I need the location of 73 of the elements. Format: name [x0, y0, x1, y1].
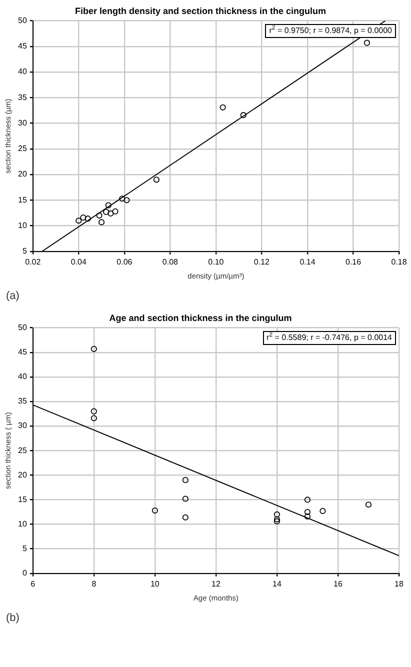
x-tick-label: 16: [334, 579, 343, 588]
y-tick-label: 45: [18, 42, 28, 51]
annotation: r$^{2}$ = 0.9750; r = 0.9874, p = 0.0000: [265, 24, 396, 38]
y-tick-label: 40: [18, 372, 28, 382]
x-tick-label: 0.04: [70, 257, 87, 266]
point: [320, 508, 326, 514]
point: [105, 202, 112, 208]
y-tick-label: 5: [22, 544, 28, 554]
point: [76, 218, 82, 224]
y-tick-label: 30: [18, 118, 28, 128]
x-tick-label: 10: [150, 579, 160, 588]
point: [364, 40, 370, 46]
y-tick-label: 30: [18, 421, 28, 430]
point: [274, 518, 280, 524]
x-tick-label: 0.14: [300, 257, 316, 266]
x-tick-label: 8: [92, 579, 97, 588]
x-tick-label: 0.12: [254, 257, 270, 266]
y-tick-label: 50: [18, 16, 28, 26]
point: [124, 197, 130, 204]
text: (a): [5, 289, 20, 304]
point: [182, 496, 188, 502]
y-tick-label: 35: [18, 396, 28, 406]
point: [152, 507, 158, 514]
point: [80, 214, 86, 221]
point: [103, 208, 110, 215]
point: [240, 112, 246, 118]
point: [90, 346, 97, 352]
point: [304, 513, 311, 520]
annotation: r$^{2}$ = 0.5589; r = -0.7476, p = 0.0014: [262, 330, 396, 345]
chart-title: Age and section thickness in the cingulum: [109, 312, 292, 323]
point: [274, 516, 280, 522]
x-tick-label: 12: [211, 579, 221, 588]
point: [96, 212, 102, 219]
y-tick-label: 5: [22, 246, 28, 256]
y-tick-label: 20: [18, 470, 28, 480]
text: (b): [5, 611, 20, 626]
chart-title: Fiber length density and section thickness in the cingulum: [74, 6, 326, 16]
x-tick-label: 0.16: [345, 257, 362, 266]
y-tick-label: 15: [18, 195, 28, 204]
y-tick-label: 40: [18, 67, 28, 76]
y-tick-label: 25: [18, 446, 28, 455]
point: [153, 176, 160, 183]
point: [84, 216, 91, 222]
y-tick-label: 45: [18, 348, 28, 357]
point: [304, 496, 311, 503]
point: [182, 514, 188, 520]
x-tick-label: 18: [394, 579, 404, 588]
y-tick-label: 15: [18, 494, 28, 504]
x-tick-label: 0.08: [162, 257, 179, 266]
point: [108, 210, 114, 217]
x-tick-label: 6: [30, 579, 36, 588]
point: [119, 196, 126, 202]
y-tick-label: 20: [18, 170, 28, 179]
y-tick-label: 0: [22, 568, 28, 578]
x-tick-label: 0.06: [116, 257, 133, 266]
point: [112, 208, 118, 214]
y-tick-label: 25: [18, 144, 28, 154]
point: [182, 477, 188, 484]
x-tick-label: 0.18: [391, 257, 408, 266]
y-tick-label: 35: [18, 92, 28, 102]
point: [220, 104, 226, 110]
point: [90, 415, 97, 422]
point: [274, 511, 280, 518]
x-tick-label: 0.02: [25, 257, 42, 266]
x-tick-label: 0.10: [208, 257, 224, 266]
x-tick-label: 14: [272, 579, 282, 588]
y-tick-label: 50: [18, 323, 28, 332]
point: [365, 502, 372, 508]
point: [98, 219, 105, 226]
y-tick-label: 10: [18, 519, 28, 528]
point: [304, 508, 311, 516]
y-tick-label: 10: [18, 220, 28, 230]
point: [90, 408, 97, 414]
